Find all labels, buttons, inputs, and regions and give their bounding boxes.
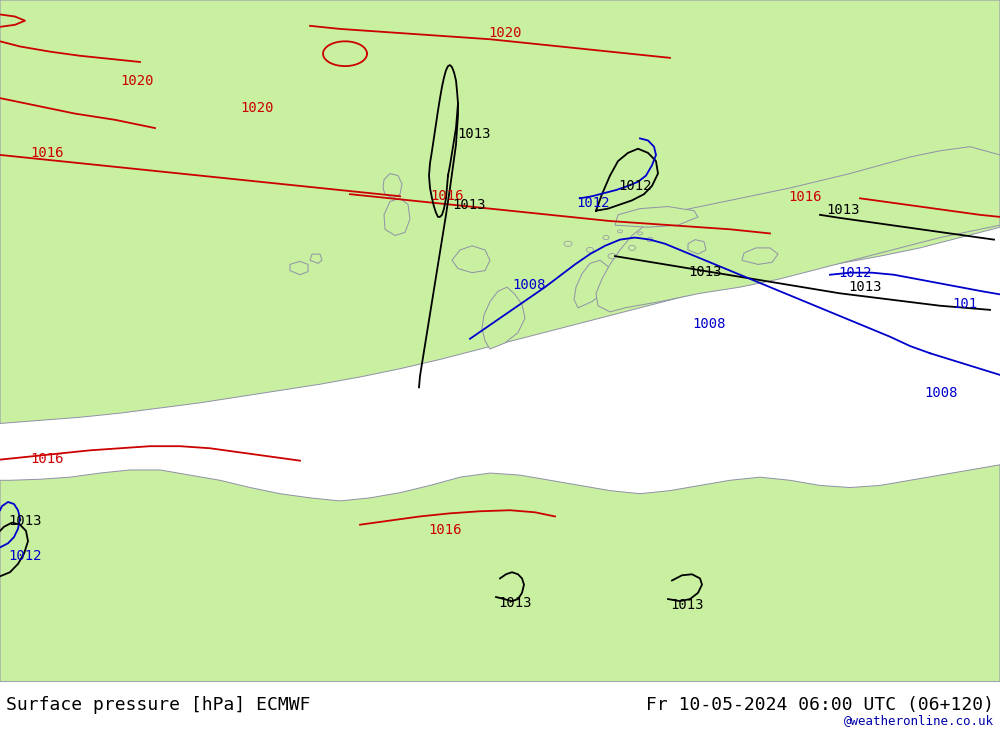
- Polygon shape: [615, 207, 698, 227]
- Text: 1012: 1012: [838, 266, 872, 280]
- Ellipse shape: [608, 254, 616, 259]
- Text: 1008: 1008: [692, 317, 726, 331]
- Text: 1013: 1013: [688, 265, 722, 279]
- Text: 1013: 1013: [670, 598, 704, 612]
- Text: 1020: 1020: [488, 26, 522, 40]
- Text: 1012: 1012: [576, 196, 610, 210]
- Text: 1020: 1020: [120, 74, 154, 88]
- Text: 1013: 1013: [457, 128, 490, 141]
- Ellipse shape: [564, 241, 572, 246]
- Ellipse shape: [629, 246, 636, 251]
- Polygon shape: [482, 287, 525, 349]
- Polygon shape: [384, 199, 410, 235]
- Text: 1016: 1016: [788, 191, 822, 205]
- Text: Fr 10-05-2024 06:00 UTC (06+120): Fr 10-05-2024 06:00 UTC (06+120): [646, 696, 994, 715]
- Text: 1016: 1016: [430, 189, 464, 203]
- Text: 1012: 1012: [618, 179, 652, 193]
- Ellipse shape: [618, 230, 622, 233]
- Polygon shape: [574, 260, 612, 308]
- Text: Surface pressure [hPa] ECMWF: Surface pressure [hPa] ECMWF: [6, 696, 310, 715]
- Text: 1013: 1013: [826, 203, 860, 217]
- Text: 1008: 1008: [512, 279, 546, 292]
- Text: @weatheronline.co.uk: @weatheronline.co.uk: [844, 714, 994, 727]
- Polygon shape: [452, 246, 490, 273]
- Text: 1013: 1013: [848, 280, 882, 294]
- Polygon shape: [596, 147, 1000, 312]
- Text: 1016: 1016: [30, 146, 64, 160]
- Text: 1012: 1012: [8, 549, 42, 563]
- Polygon shape: [688, 240, 706, 254]
- Text: 1016: 1016: [428, 523, 462, 537]
- Text: 1020: 1020: [240, 100, 274, 114]
- Text: 1013: 1013: [498, 597, 532, 611]
- Polygon shape: [742, 248, 778, 265]
- Polygon shape: [0, 0, 1000, 424]
- Text: 1013: 1013: [452, 198, 486, 212]
- Ellipse shape: [638, 232, 642, 235]
- Text: 1008: 1008: [924, 386, 958, 399]
- Ellipse shape: [586, 247, 594, 253]
- Polygon shape: [0, 465, 1000, 682]
- Text: 101: 101: [952, 297, 977, 311]
- Polygon shape: [290, 261, 308, 275]
- Polygon shape: [310, 254, 322, 263]
- Ellipse shape: [647, 237, 653, 242]
- Polygon shape: [383, 174, 402, 199]
- Text: 1016: 1016: [30, 452, 64, 465]
- Ellipse shape: [603, 235, 609, 240]
- Text: 1013: 1013: [8, 514, 42, 528]
